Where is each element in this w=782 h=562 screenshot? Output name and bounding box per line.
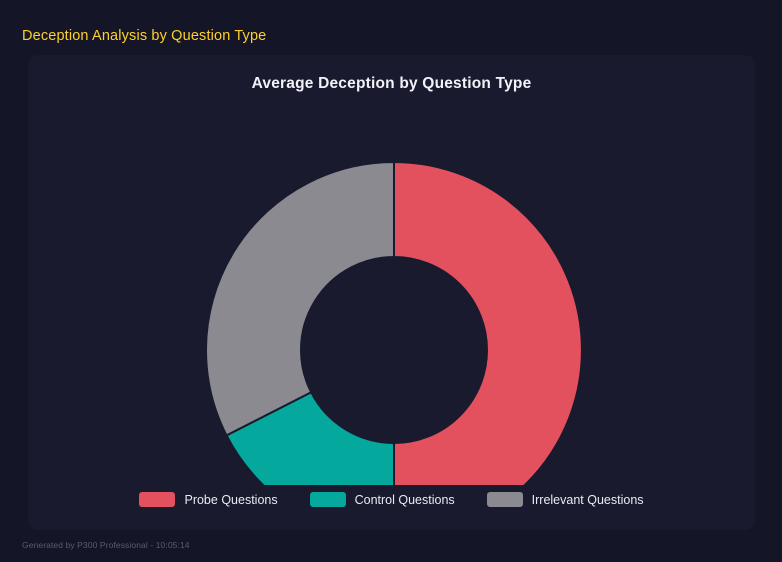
legend-item-label: Irrelevant Questions — [531, 492, 644, 507]
legend-item[interactable]: Control Questions — [309, 492, 455, 507]
footer-generated-note: Generated by P300 Professional - 10:05:1… — [22, 540, 190, 550]
donut-slice-control-questions[interactable] — [225, 390, 395, 485]
legend-item-label: Control Questions — [354, 492, 455, 507]
chart-card: Average Deception by Question Type Probe… — [28, 55, 755, 530]
legend-item[interactable]: Probe Questions — [139, 492, 278, 507]
donut-slice-irrelevant-questions[interactable] — [205, 160, 395, 437]
legend-item[interactable]: Irrelevant Questions — [486, 492, 644, 507]
chart-legend: Probe Questions Control Questions Irreleva… — [28, 492, 755, 507]
legend-swatch-probe — [139, 492, 176, 507]
legend-swatch-control — [309, 492, 346, 507]
legend-item-label: Probe Questions — [184, 492, 278, 507]
donut-slice-probe-questions[interactable] — [393, 160, 583, 485]
page-header: Deception Analysis by Question Type — [22, 24, 266, 48]
chart-title: Average Deception by Question Type — [251, 75, 532, 92]
legend-swatch-irrelevant — [486, 492, 523, 507]
page-title: Deception Analysis by Question Type — [22, 28, 267, 44]
donut-chart — [205, 160, 583, 485]
donut-chart-container — [28, 95, 755, 485]
